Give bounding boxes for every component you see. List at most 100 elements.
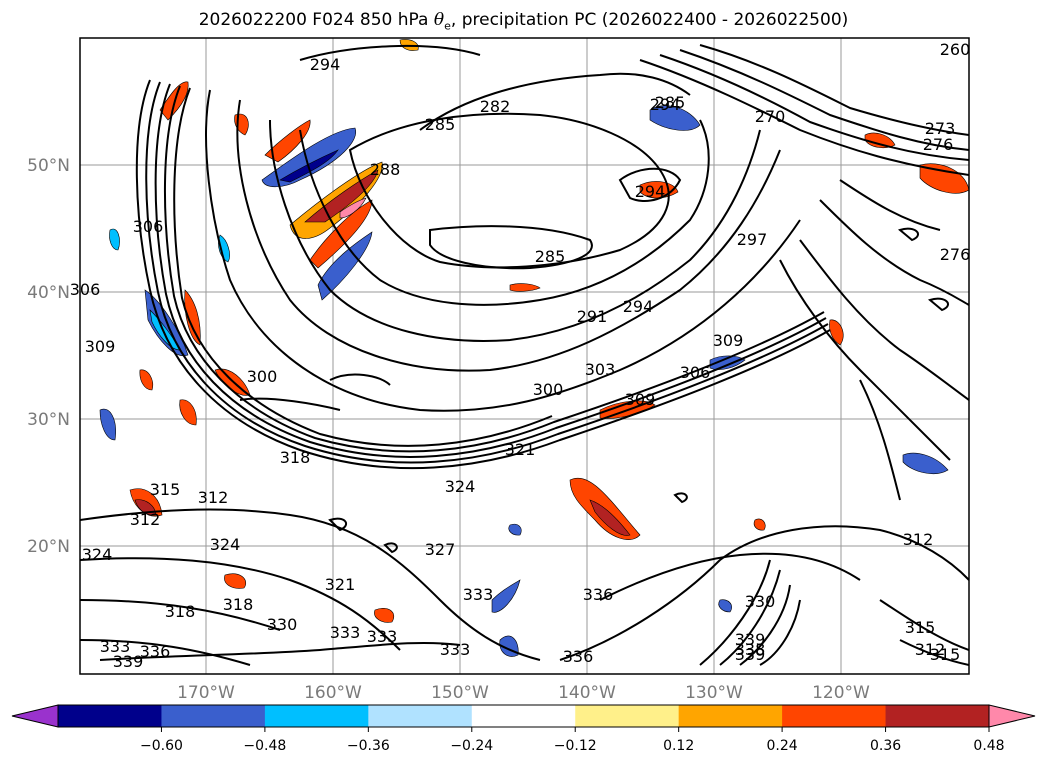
contour-label: 339 (735, 645, 766, 664)
contour-label: 339 (113, 652, 144, 671)
contour-label: 309 (713, 331, 744, 350)
contour-label: 327 (425, 540, 456, 559)
contour-label: 318 (165, 602, 196, 621)
contour-label: 318 (223, 595, 254, 614)
colorbar-segment (575, 705, 680, 727)
contour-label: 336 (140, 642, 171, 661)
contour-label: 276 (923, 135, 954, 154)
title-prefix: 2026022200 F024 850 hPa (198, 10, 434, 30)
colorbar-segment (264, 705, 369, 727)
contour-label: 333 (440, 640, 471, 659)
map-frame-bg (80, 38, 969, 674)
contour-label: 294 (623, 297, 654, 316)
contour-label: 330 (745, 592, 776, 611)
colorbar-extend-low (11, 704, 59, 728)
contour-label: 282 (480, 97, 511, 116)
chart-title: 2026022200 F024 850 hPa θe, precipitatio… (0, 10, 1047, 32)
contour-label: 294 (310, 55, 341, 74)
colorbar-tick-label: 0.12 (663, 738, 694, 754)
colorbar-tick-label: −0.36 (347, 738, 390, 754)
colorbar-outline (57, 704, 990, 728)
colorbar-segment (678, 705, 783, 727)
colorbar-tick-label: 0.48 (973, 738, 1004, 754)
colorbar-tick-label: 0.36 (870, 738, 901, 754)
lon-label-150w: 150°W (431, 683, 489, 703)
contour-label: 276 (940, 245, 971, 264)
map-frame (79, 37, 970, 675)
longitude-labels: 170°W 160°W 150°W 140°W 130°W 120°W (177, 683, 870, 703)
contour-label: 333 (330, 623, 361, 642)
contour-label: 270 (755, 107, 786, 126)
contour-label: 260 (940, 40, 971, 59)
contour-label: 288 (370, 160, 401, 179)
contour-label: 303 (585, 360, 616, 379)
colorbar-segment (782, 705, 887, 727)
contour-label: 324 (82, 545, 113, 564)
lat-label-30n: 30°N (27, 410, 70, 430)
colorbar: −0.60 −0.48 −0.36 −0.24 −0.12 0.12 0.24 0.36 0.4… (11, 704, 1036, 754)
title-suffix: , precipitation PC (2026022400 - 2026022… (450, 10, 849, 30)
contour-label: 338 (735, 640, 766, 659)
contour-label: 333 (463, 585, 494, 604)
contour-label: 339 (735, 630, 766, 649)
contour-label: 312 (903, 530, 934, 549)
contour-label: 312 (915, 640, 946, 659)
contour-label: 330 (267, 615, 298, 634)
contour-label: 285 (535, 247, 566, 266)
lon-label-140w: 140°W (558, 683, 616, 703)
contour-label: 333 (100, 637, 131, 656)
latitude-labels: 50°N 40°N 30°N 20°N (27, 156, 70, 557)
colorbar-segment (885, 705, 990, 727)
theta-symbol: θ (433, 10, 445, 30)
lon-label-120w: 120°W (812, 683, 870, 703)
contour-label: 315 (905, 618, 936, 637)
contour-label: 312 (130, 510, 161, 529)
contour-label: 306 (133, 217, 164, 236)
contour-label: 324 (445, 477, 476, 496)
contour-label: 306 (70, 280, 101, 299)
colorbar-segment (368, 705, 473, 727)
lon-label-130w: 130°W (685, 683, 743, 703)
contour-label: 315 (150, 480, 181, 499)
colorbar-segment (58, 705, 162, 727)
contour-label: 297 (737, 230, 768, 249)
contour-label: 324 (210, 535, 241, 554)
contour-label: 336 (583, 585, 614, 604)
contour-label: 321 (505, 440, 536, 459)
contour-label: 315 (930, 645, 961, 664)
contour-label: 300 (247, 367, 278, 386)
lat-label-40n: 40°N (27, 283, 70, 303)
contour-label: 312 (198, 488, 229, 507)
contour-label: 294 (650, 95, 681, 114)
contour-label: 309 (625, 390, 656, 409)
contour-label: 309 (85, 337, 116, 356)
contour-label: 336 (563, 647, 594, 666)
map-contents (80, 38, 969, 674)
colorbar-tick-label: −0.24 (450, 738, 493, 754)
contour-label: 333 (367, 627, 398, 646)
colorbar-segment (161, 705, 266, 727)
lon-label-170w: 170°W (177, 683, 235, 703)
colorbar-tick-label: −0.48 (243, 738, 286, 754)
colorbar-extend-high (988, 704, 1036, 728)
contour-label: 285 (655, 93, 686, 112)
lat-label-50n: 50°N (27, 156, 70, 176)
colorbar-tick-label: −0.60 (140, 738, 183, 754)
colorbar-tick-label: 0.24 (767, 738, 798, 754)
colorbar-tick-label: −0.12 (554, 738, 597, 754)
contour-label: 318 (280, 448, 311, 467)
contour-label: 294 (635, 182, 666, 201)
contour-label: 285 (425, 115, 456, 134)
contour-label: 300 (533, 380, 564, 399)
lat-label-20n: 20°N (27, 537, 70, 557)
colorbar-segment (471, 705, 576, 727)
contour-label: 321 (325, 575, 356, 594)
contour-label: 273 (925, 119, 956, 138)
contour-label: 291 (577, 307, 608, 326)
theta-subscript: e (444, 19, 451, 33)
contour-label: 306 (680, 363, 711, 382)
theta-e-contours (80, 44, 969, 666)
lon-label-160w: 160°W (304, 683, 362, 703)
